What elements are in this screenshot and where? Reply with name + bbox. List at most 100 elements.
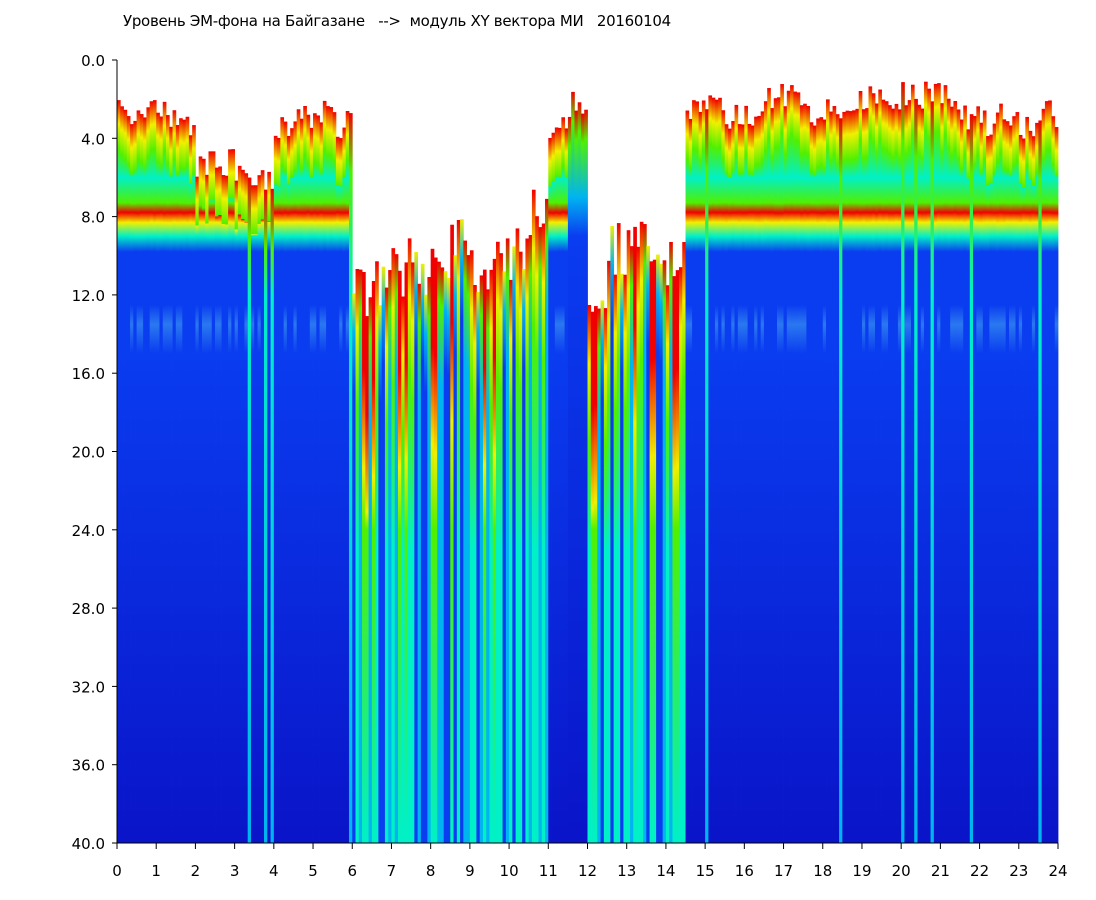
heatmap-column (388, 270, 392, 843)
heatmap-column (649, 261, 654, 843)
heatmap-column (780, 84, 784, 843)
heatmap-column (433, 257, 438, 843)
heatmap-column (394, 254, 399, 843)
heatmap-column (793, 91, 798, 844)
heatmap-column (208, 151, 213, 844)
heatmap-column (878, 89, 882, 844)
heatmap-column (496, 241, 500, 843)
heatmap-column (283, 121, 288, 844)
heatmap-column (741, 124, 745, 844)
heatmap-column (554, 127, 559, 843)
heatmap-column (822, 119, 827, 844)
heatmap-column (1005, 121, 1010, 843)
heatmap-column (884, 101, 889, 843)
heatmap-column (754, 116, 758, 843)
heatmap-column (692, 100, 696, 844)
heatmap-column (136, 110, 141, 844)
heatmap-column (620, 273, 624, 843)
heatmap-column (871, 93, 876, 843)
x-tick-label: 5 (308, 862, 318, 880)
heatmap-column (159, 116, 164, 844)
y-tick-label: 20.0 (72, 444, 105, 462)
heatmap-column (518, 251, 523, 843)
x-tick-label: 22 (970, 862, 989, 880)
heatmap-column (541, 223, 546, 843)
y-tick-label: 40.0 (72, 835, 105, 853)
heatmap-column (770, 108, 775, 844)
heatmap-column (440, 267, 445, 843)
heatmap-column (629, 246, 634, 843)
heatmap-column (963, 105, 967, 844)
heatmap-column (737, 124, 742, 844)
heatmap-column (404, 262, 409, 843)
heatmap-column (375, 261, 379, 843)
x-tick-label: 0 (112, 862, 122, 880)
heatmap-column (786, 90, 791, 843)
heatmap-column (277, 137, 281, 843)
heatmap-column (378, 305, 383, 843)
heatmap-column (992, 123, 997, 844)
y-tick-label: 32.0 (72, 678, 105, 696)
heatmap-column (927, 88, 931, 844)
heatmap-column (698, 111, 703, 843)
heatmap-column (502, 271, 507, 844)
heatmap-column (832, 106, 837, 844)
heatmap-column (626, 230, 631, 843)
heatmap-column (296, 109, 301, 843)
heatmap-column (917, 104, 922, 843)
heatmap-column (943, 85, 948, 843)
heatmap-column (224, 175, 229, 844)
heatmap-column (763, 101, 768, 843)
heatmap-column (953, 101, 958, 843)
heatmap-column (469, 250, 474, 844)
heatmap-column (254, 185, 258, 844)
heatmap-column (234, 180, 239, 843)
heatmap-column (551, 132, 556, 844)
heatmap-column (603, 308, 608, 844)
x-tick-label: 1 (151, 862, 161, 880)
heatmap-column (120, 106, 124, 843)
heatmap-column (613, 274, 618, 843)
heatmap-column (352, 293, 356, 843)
heatmap-column (264, 189, 268, 844)
heatmap-column (973, 116, 977, 844)
heatmap-column (182, 119, 187, 844)
heatmap-column (636, 246, 641, 844)
heatmap-column (1051, 116, 1056, 843)
heatmap-column (316, 115, 320, 843)
heatmap-column (950, 106, 954, 843)
heatmap-column (924, 81, 928, 843)
x-tick-label: 11 (539, 862, 558, 880)
heatmap-column (231, 149, 236, 844)
heatmap-column (509, 279, 513, 843)
heatmap-column (1035, 122, 1039, 843)
heatmap-column (411, 262, 415, 843)
heatmap-column (211, 151, 216, 844)
chart-title: Уровень ЭМ-фона на Байгазане --> модуль … (123, 12, 671, 30)
x-tick-label: 2 (191, 862, 201, 880)
heatmap-column (1008, 125, 1013, 843)
heatmap-column (646, 246, 650, 844)
heatmap-column (139, 114, 144, 844)
heatmap-column (505, 238, 510, 843)
heatmap-column (904, 105, 909, 844)
y-tick-label: 4.0 (81, 130, 105, 148)
heatmap-column (1002, 119, 1007, 844)
heatmap-column (473, 285, 477, 843)
heatmap-column (999, 103, 1003, 843)
heatmap-column (450, 224, 454, 843)
heatmap-column (881, 99, 886, 843)
heatmap-column (767, 88, 771, 843)
heatmap-column (492, 258, 497, 843)
y-tick-label: 16.0 (72, 365, 105, 383)
heatmap-column (982, 110, 987, 843)
heatmap-column (466, 255, 471, 843)
heatmap-column (695, 101, 699, 844)
heatmap-column (348, 113, 353, 844)
heatmap-column (126, 116, 131, 843)
heatmap-column (966, 129, 971, 843)
heatmap-column (247, 177, 252, 843)
heatmap-column (688, 118, 693, 844)
heatmap-column (273, 135, 278, 844)
y-tick-label: 8.0 (81, 209, 105, 227)
